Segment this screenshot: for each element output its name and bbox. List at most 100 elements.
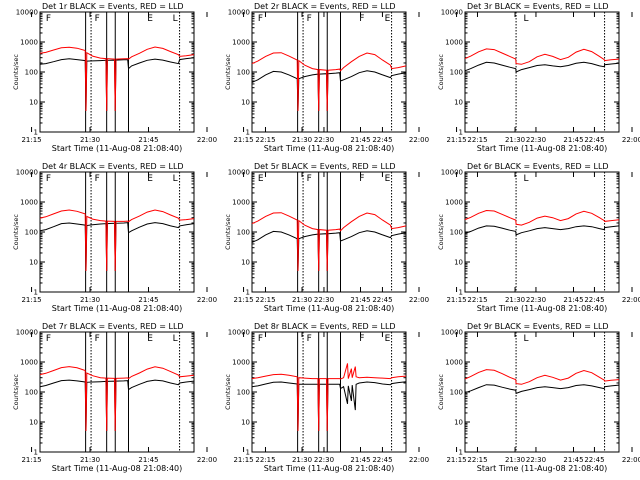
panel-2: Det 2r BLACK = Events, RED = LLD 1 10 100 10… [224,2,605,153]
x-tick-label: 21:45 [563,296,583,304]
y-axis-label: Counts/sec [437,374,445,410]
flag-label: E [147,174,153,184]
panel-9: Det 9r BLACK = Events, RED = LLD 1 10 100 10… [437,322,640,473]
series-line-events [251,70,407,112]
y-tick-label: 10000 [228,169,250,177]
series-line-events [464,61,620,73]
y-tick-label: 1000 [20,199,38,207]
y-tick-label: 1000 [232,199,250,207]
series-line-events [39,222,195,272]
y-tick-label: 10000 [441,329,463,337]
y-tick-label: 10 [241,99,250,107]
x-tick-label: 22:30 [526,456,546,464]
y-tick-label: 10 [29,259,38,267]
y-tick-label: 10000 [441,9,463,17]
y-tick-label: 100 [25,389,38,397]
flag-label: L [173,14,178,24]
x-tick-label: 21:45 [138,136,158,144]
x-tick-label: 21:45 [138,296,158,304]
flag-label: E [385,174,391,184]
x-axis-label: Start Time (11-Aug-08 21:08:40) [264,464,395,473]
panel-3: Det 3r BLACK = Events, RED = LLD 1 10 100 10… [437,2,640,153]
panel-4: Det 4r BLACK = Events, RED = LLD 1 10 100 10… [12,162,393,313]
flag-label: E [385,334,391,344]
x-tick-label: 21:15 [21,456,41,464]
x-tick-label: 22:45 [584,136,604,144]
y-tick-label: 10000 [16,169,38,177]
y-tick-label: 10 [241,259,250,267]
y-tick-label: 100 [450,389,463,397]
y-tick-label: 10 [454,419,463,427]
x-tick-label: 22:15 [255,136,275,144]
series-line-lld [39,46,195,112]
x-tick-label: 21:30 [80,296,100,304]
y-tick-label: 1 [246,449,250,457]
x-tick-label: 22:00 [622,456,640,464]
flag-label: L [524,14,529,24]
x-tick-label: 22:15 [467,296,487,304]
y-tick-label: 10000 [441,169,463,177]
flag-label: F [359,14,364,24]
x-tick-label: 22:30 [526,296,546,304]
x-axis-label: Start Time (11-Aug-08 21:08:40) [52,304,183,313]
x-tick-label: 22:30 [526,136,546,144]
x-tick-label: 22:30 [314,296,334,304]
x-tick-label: 21:45 [563,136,583,144]
y-tick-label: 1 [459,289,463,297]
plot-frame [464,171,620,293]
series-line-lld [464,369,620,385]
x-tick-label: 21:45 [350,296,370,304]
y-tick-label: 100 [25,69,38,77]
y-tick-label: 10 [29,419,38,427]
x-tick-label: 22:00 [197,456,217,464]
series-line-events [251,381,407,432]
panel-title: Det 8r BLACK = Events, RED = LLD [254,322,396,331]
flag-label: L [173,334,178,344]
x-tick-label: 21:15 [21,136,41,144]
x-tick-label: 22:00 [622,296,640,304]
x-tick-label: 22:30 [314,136,334,144]
y-tick-label: 1 [246,129,250,137]
series-line-lld [39,209,195,272]
panel-7: Det 7r BLACK = Events, RED = LLD 1 10 100 10… [12,322,393,473]
panel-title: Det 9r BLACK = Events, RED = LLD [467,322,609,331]
panel-1: Det 1r BLACK = Events, RED = LLD 1 10 100 10… [12,2,393,153]
plot-frame [39,331,195,453]
x-tick-label: 22:00 [197,296,217,304]
x-tick-label: 22:00 [409,456,429,464]
y-tick-label: 100 [450,229,463,237]
y-tick-label: 1 [34,129,38,137]
x-tick-label: 21:30 [80,456,100,464]
series-line-lld [464,209,620,226]
panel-title: Det 7r BLACK = Events, RED = LLD [42,322,184,331]
plot-frame [251,331,407,453]
x-axis-label: Start Time (11-Aug-08 21:08:40) [477,144,608,153]
flag-label: F [95,174,100,184]
flag-label: L [173,174,178,184]
y-tick-label: 10 [454,99,463,107]
flag-label: E [147,334,153,344]
x-tick-label: 22:45 [372,136,392,144]
panel-6: Det 6r BLACK = Events, RED = LLD 1 10 100 10… [437,162,640,313]
y-axis-label: Counts/sec [437,54,445,90]
panel-8: Det 8r BLACK = Events, RED = LLD 1 10 100 10… [224,322,605,473]
y-tick-label: 1 [459,449,463,457]
y-tick-label: 10000 [16,9,38,17]
panel-title: Det 6r BLACK = Events, RED = LLD [467,162,609,171]
y-tick-label: 1000 [232,39,250,47]
flag-label: F [258,334,263,344]
plot-frame [39,171,195,293]
x-tick-label: 22:00 [409,296,429,304]
plot-frame [464,11,620,133]
x-tick-label: 22:45 [584,456,604,464]
x-tick-label: 22:15 [255,296,275,304]
y-tick-label: 100 [237,69,250,77]
x-tick-label: 22:45 [372,456,392,464]
y-tick-label: 10 [454,259,463,267]
flag-label: F [46,334,51,344]
x-tick-label: 21:45 [563,456,583,464]
panel-title: Det 5r BLACK = Events, RED = LLD [254,162,396,171]
x-tick-label: 21:30 [292,296,312,304]
y-tick-label: 10000 [228,9,250,17]
